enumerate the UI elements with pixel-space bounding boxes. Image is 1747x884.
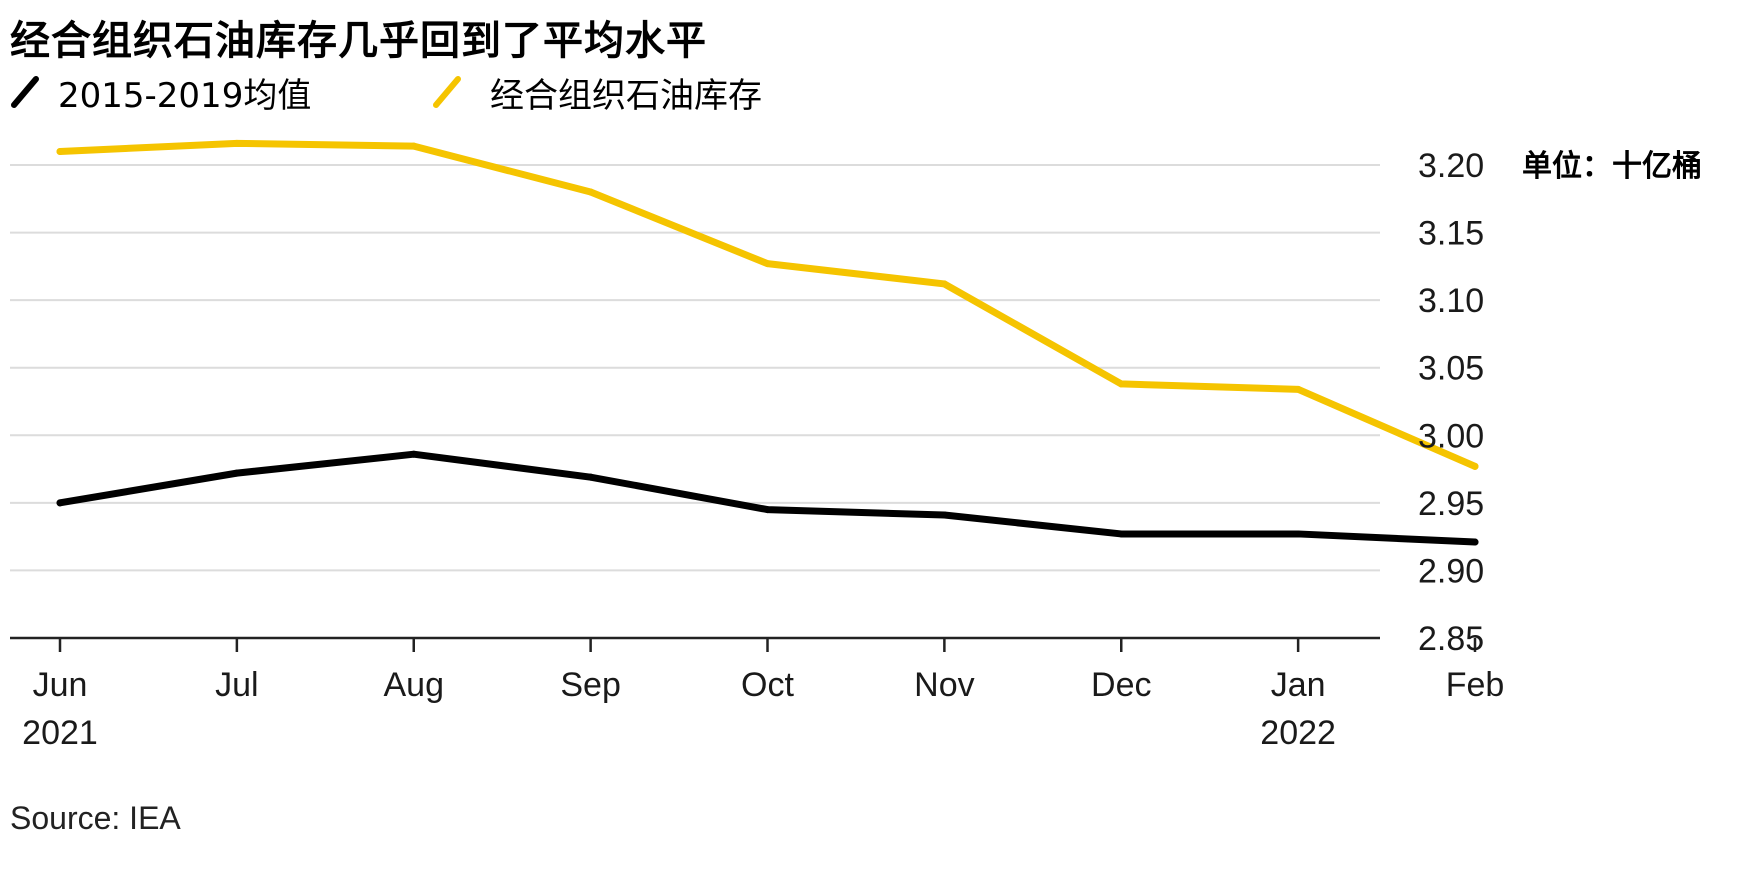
chart-title: 经合组织石油库存几乎回到了平均水平: [10, 17, 707, 64]
x-tick-label: Dec: [1091, 666, 1151, 704]
x-tick-label: Jul: [215, 666, 258, 704]
data-point: [233, 139, 241, 147]
data-point: [1117, 380, 1125, 388]
data-point: [587, 188, 595, 196]
data-point: [233, 469, 241, 477]
axis-labels: 2.85 2.90 2.95 3.00 3.05 3.10 3.15 3.20 单位：十亿桶 Ju…: [22, 147, 1702, 752]
y-tick-label: 3.15: [1418, 215, 1484, 253]
y-tick-label: 3.00: [1418, 417, 1484, 455]
data-point: [940, 511, 948, 519]
data-point: [764, 260, 771, 268]
x-tick-label: Jan: [1271, 666, 1326, 704]
data-point: [1471, 462, 1479, 470]
x-axis: [10, 636, 1477, 652]
series-lines: [56, 139, 1479, 546]
series-line-0: [56, 450, 1479, 546]
legend-label-oecd-stocks: 经合组织石油库存: [490, 75, 762, 116]
data-point: [56, 147, 64, 155]
x-tick-label: Sep: [560, 666, 621, 704]
legend-label-average: 2015-2019均值: [58, 75, 312, 116]
y-tick-label: 2.85: [1418, 620, 1484, 658]
data-point: [410, 142, 418, 150]
legend-item-average: 2015-2019均值: [10, 72, 311, 116]
data-point: [1471, 538, 1479, 546]
legend-swatch-average: [11, 76, 39, 108]
data-point: [1117, 530, 1125, 538]
gridlines: [10, 164, 1380, 572]
y-tick-label: 3.20: [1418, 147, 1484, 185]
data-point: [1294, 530, 1302, 538]
y-unit-label: 单位：十亿桶: [1522, 149, 1702, 184]
x-tick-label: Jun: [33, 666, 88, 704]
data-point: [940, 280, 948, 288]
data-point: [587, 473, 595, 481]
x-year-label: 2021: [22, 714, 98, 752]
x-year-label: 2022: [1260, 714, 1336, 752]
series-line-1: [56, 139, 1479, 470]
x-tick-label: Nov: [914, 666, 974, 704]
data-point: [56, 499, 64, 507]
y-tick-label: 3.10: [1418, 282, 1484, 320]
data-point: [1294, 385, 1302, 393]
y-tick-label: 3.05: [1418, 350, 1484, 388]
source-note: Source: IEA: [10, 800, 181, 836]
data-point: [410, 450, 418, 458]
data-point: [764, 506, 771, 514]
x-tick-label: Oct: [741, 666, 794, 704]
legend-swatch-oecd-stocks: [433, 76, 461, 108]
legend-item-oecd-stocks: 经合组织石油库存: [432, 72, 762, 116]
x-tick-label: Aug: [384, 666, 445, 704]
x-tick-label: Feb: [1446, 666, 1505, 704]
y-tick-label: 2.90: [1418, 552, 1484, 590]
y-tick-label: 2.95: [1418, 485, 1484, 523]
